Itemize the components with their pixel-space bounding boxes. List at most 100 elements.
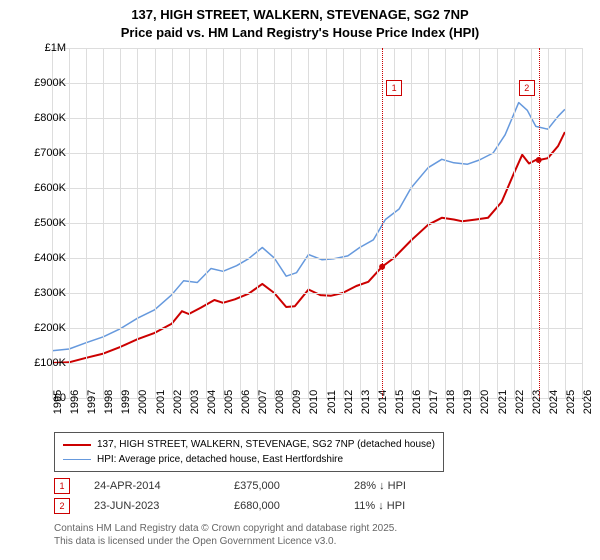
legend-swatch-hpi: [63, 459, 91, 460]
gridline-v: [206, 48, 207, 398]
chart-title: 137, HIGH STREET, WALKERN, STEVENAGE, SG…: [8, 6, 592, 41]
attribution-line-1: Contains HM Land Registry data © Crown c…: [54, 523, 397, 534]
marker-label-box: 1: [386, 80, 402, 96]
x-axis-label: 2015: [394, 390, 406, 414]
y-axis-label: £100K: [34, 357, 66, 369]
gridline-v: [308, 48, 309, 398]
x-axis-label: 2020: [479, 390, 491, 414]
x-axis-label: 2005: [223, 390, 235, 414]
gridline-v: [86, 48, 87, 398]
gridline-v: [69, 48, 70, 398]
x-axis-label: 2022: [514, 390, 526, 414]
gridline-v: [137, 48, 138, 398]
legend-label-hpi: HPI: Average price, detached house, East…: [97, 452, 343, 467]
gridline-h: [52, 363, 582, 364]
marker-vline: [539, 48, 540, 398]
attribution-line-2: This data is licensed under the Open Gov…: [54, 536, 336, 547]
x-axis-label: 2000: [137, 390, 149, 414]
cell-pct: 28% ↓ HPI: [354, 480, 474, 492]
x-axis-label: 2007: [257, 390, 269, 414]
legend-label-price-paid: 137, HIGH STREET, WALKERN, STEVENAGE, SG…: [97, 437, 435, 452]
gridline-v: [377, 48, 378, 398]
gridline-v: [514, 48, 515, 398]
gridline-h: [52, 48, 582, 49]
gridline-v: [343, 48, 344, 398]
x-axis-label: 2017: [428, 390, 440, 414]
gridline-v: [120, 48, 121, 398]
table-row: 1 24-APR-2014 £375,000 28% ↓ HPI: [54, 476, 474, 496]
legend: 137, HIGH STREET, WALKERN, STEVENAGE, SG…: [54, 432, 444, 472]
x-axis-label: 2001: [155, 390, 167, 414]
gridline-v: [189, 48, 190, 398]
cell-date: 23-JUN-2023: [94, 500, 234, 512]
y-axis-label: £700K: [34, 147, 66, 159]
gridline-h: [52, 293, 582, 294]
gridline-v: [531, 48, 532, 398]
legend-swatch-price-paid: [63, 444, 91, 446]
gridline-v: [155, 48, 156, 398]
marker-box-2: 2: [54, 498, 70, 514]
x-axis-label: 1999: [120, 390, 132, 414]
x-axis-label: 2009: [291, 390, 303, 414]
gridline-v: [172, 48, 173, 398]
gridline-v: [291, 48, 292, 398]
gridline-h: [52, 258, 582, 259]
gridline-h: [52, 188, 582, 189]
cell-price: £375,000: [234, 480, 354, 492]
marker-table: 1 24-APR-2014 £375,000 28% ↓ HPI 2 23-JU…: [54, 476, 474, 516]
x-axis-label: 1998: [103, 390, 115, 414]
marker-label-box: 2: [519, 80, 535, 96]
table-row: 2 23-JUN-2023 £680,000 11% ↓ HPI: [54, 496, 474, 516]
x-axis-label: 2023: [531, 390, 543, 414]
gridline-v: [257, 48, 258, 398]
gridline-h: [52, 328, 582, 329]
gridline-v: [411, 48, 412, 398]
x-axis-label: 2012: [343, 390, 355, 414]
gridline-h: [52, 223, 582, 224]
y-axis-label: £500K: [34, 217, 66, 229]
gridline-h: [52, 118, 582, 119]
y-axis-label: £600K: [34, 182, 66, 194]
x-axis-label: 2011: [326, 390, 338, 414]
y-axis-label: £800K: [34, 112, 66, 124]
gridline-v: [394, 48, 395, 398]
marker-box-1: 1: [54, 478, 70, 494]
gridline-v: [240, 48, 241, 398]
x-axis-label: 2021: [497, 390, 509, 414]
x-axis-label: 1997: [86, 390, 98, 414]
gridline-v: [103, 48, 104, 398]
gridline-v: [223, 48, 224, 398]
x-axis-label: 2008: [274, 390, 286, 414]
legend-item-price-paid: 137, HIGH STREET, WALKERN, STEVENAGE, SG…: [63, 437, 435, 452]
x-axis-label: 2003: [189, 390, 201, 414]
gridline-v: [462, 48, 463, 398]
x-axis-label: 2016: [411, 390, 423, 414]
x-axis-label: 2026: [582, 390, 594, 414]
y-axis-label: £400K: [34, 252, 66, 264]
x-axis-label: 2025: [565, 390, 577, 414]
cell-pct: 11% ↓ HPI: [354, 500, 474, 512]
x-axis-label: 2019: [462, 390, 474, 414]
gridline-v: [326, 48, 327, 398]
title-line-2: Price paid vs. HM Land Registry's House …: [121, 25, 480, 40]
plot-area: 1995199619971998199920002001200220032004…: [52, 48, 583, 399]
gridline-v: [497, 48, 498, 398]
cell-price: £680,000: [234, 500, 354, 512]
gridline-h: [52, 83, 582, 84]
gridline-v: [360, 48, 361, 398]
gridline-v: [565, 48, 566, 398]
gridline-v: [479, 48, 480, 398]
x-axis-label: 2006: [240, 390, 252, 414]
chart-container: 137, HIGH STREET, WALKERN, STEVENAGE, SG…: [0, 0, 600, 560]
gridline-v: [274, 48, 275, 398]
y-axis-label: £300K: [34, 287, 66, 299]
x-axis-label: 2010: [308, 390, 320, 414]
attribution: Contains HM Land Registry data © Crown c…: [54, 522, 397, 548]
x-axis-label: 2004: [206, 390, 218, 414]
x-axis-label: 2013: [360, 390, 372, 414]
x-axis-label: 2024: [548, 390, 560, 414]
y-axis-label: £900K: [34, 77, 66, 89]
y-axis-label: £200K: [34, 322, 66, 334]
gridline-v: [582, 48, 583, 398]
x-axis-label: 1996: [69, 390, 81, 414]
